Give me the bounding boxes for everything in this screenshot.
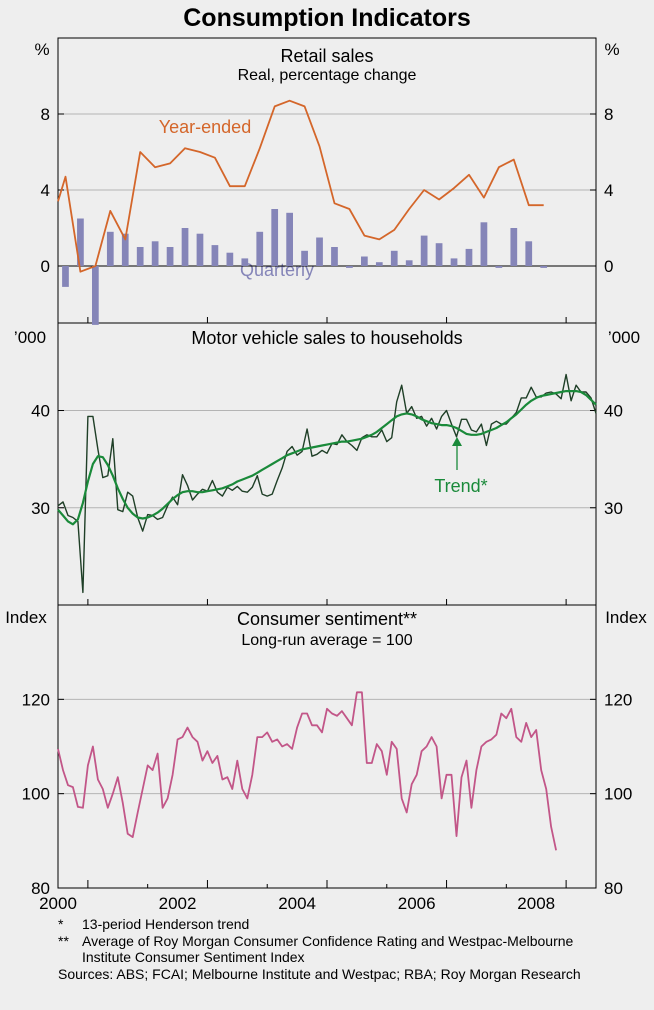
y-tick-label-right: 30 — [604, 499, 623, 518]
quarterly-bar — [346, 266, 353, 268]
retail-unit-right: % — [604, 40, 619, 59]
retail-panel-subtitle: Real, percentage change — [238, 67, 417, 84]
quarterly-bar — [226, 252, 234, 266]
quarterly-bar — [465, 248, 473, 266]
footnote-mark: ** — [58, 932, 69, 949]
sentiment-panel-title: Consumer sentiment** — [237, 609, 417, 629]
motor-unit-right: ’000 — [608, 328, 640, 347]
motor-vehicle-sales-line — [57, 373, 597, 594]
quarterly-bar — [540, 266, 548, 268]
motor-unit-left: ’000 — [14, 328, 46, 347]
quarterly-bar — [211, 245, 219, 266]
quarterly-bar — [420, 235, 428, 266]
quarterly-bar — [495, 266, 503, 268]
quarterly-bar — [121, 233, 129, 266]
sources-text: Sources: ABS; FCAI; Melbourne Institute … — [58, 965, 581, 982]
y-tick-label-left: 4 — [41, 181, 50, 200]
y-tick-label-right: 4 — [604, 181, 613, 200]
y-tick-label-right: 100 — [604, 785, 632, 804]
chart-title: Consumption Indicators — [183, 4, 471, 32]
quarterly-bar — [435, 243, 443, 266]
quarterly-bar — [510, 228, 518, 266]
x-tick-label: 2002 — [159, 894, 197, 913]
quarterly-bar — [286, 212, 294, 266]
quarterly-bar — [91, 266, 99, 325]
consumer-sentiment-panel: Consumer sentiment** Long-run average = … — [5, 608, 647, 898]
footnotes: * 13-period Henderson trend ** Average o… — [58, 916, 618, 982]
y-tick-label-right: 0 — [604, 257, 613, 276]
footnote-trend: * 13-period Henderson trend — [58, 916, 618, 933]
quarterly-bar — [525, 241, 533, 266]
trend-label: Trend* — [434, 476, 487, 496]
quarterly-bar — [480, 222, 488, 266]
quarterly-bar — [77, 218, 84, 266]
y-tick-label-right: 40 — [604, 402, 623, 421]
x-tick-label: 2006 — [398, 894, 436, 913]
quarterly-bar — [136, 247, 144, 266]
quarterly-bar — [390, 250, 398, 266]
footnote-sentiment: ** Average of Roy Morgan Consumer Confid… — [58, 933, 618, 966]
quarterly-bar — [405, 260, 413, 266]
sentiment-unit-right: Index — [605, 608, 647, 627]
y-tick-label-left: 30 — [31, 499, 50, 518]
y-tick-label-right: 80 — [604, 879, 623, 898]
sentiment-panel-subtitle: Long-run average = 100 — [241, 632, 412, 649]
retail-panel-title: Retail sales — [280, 46, 373, 66]
quarterly-bar — [316, 237, 323, 266]
sources: Sources: ABS; FCAI; Melbourne Institute … — [58, 966, 618, 983]
quarterly-bar — [450, 258, 458, 266]
sentiment-unit-left: Index — [5, 608, 47, 627]
footnote-text: Average of Roy Morgan Consumer Confidenc… — [82, 932, 574, 966]
y-tick-label-left: 40 — [31, 402, 50, 421]
year-ended-line — [57, 99, 544, 273]
quarterly-bar — [241, 258, 249, 266]
quarterly-bar — [106, 231, 114, 266]
y-tick-label-left: 80 — [31, 879, 50, 898]
retail-sales-panel: Retail sales Real, percentage change % %… — [34, 40, 620, 325]
x-tick-label: 2008 — [517, 894, 555, 913]
retail-unit-left: % — [34, 40, 49, 59]
footnote-mark: * — [58, 916, 64, 932]
y-tick-label-left: 8 — [41, 105, 50, 124]
quarterly-bar — [196, 233, 204, 266]
quarterly-bar — [151, 241, 159, 266]
year-ended-label: Year-ended — [159, 117, 251, 137]
quarterly-bar — [256, 231, 264, 266]
quarterly-bar — [181, 228, 189, 266]
quarterly-bar — [166, 247, 174, 266]
y-tick-label-left: 120 — [22, 690, 50, 709]
y-tick-label-right: 8 — [604, 105, 613, 124]
x-tick-label: 2000 — [39, 894, 77, 913]
y-tick-label-left: 0 — [41, 257, 50, 276]
trend-line — [57, 390, 597, 526]
quarterly-bar — [375, 262, 383, 266]
quarterly-bar — [62, 266, 69, 287]
x-axis: 2000 2002 2004 2006 2008 — [39, 317, 567, 913]
y-tick-label-right: 120 — [604, 690, 632, 709]
motor-panel-title: Motor vehicle sales to households — [191, 328, 462, 348]
quarterly-bar — [331, 247, 338, 266]
trend-arrow-head — [452, 437, 462, 446]
motor-vehicle-panel: Motor vehicle sales to households ’000 ’… — [14, 328, 640, 594]
quarterly-bar — [301, 250, 308, 266]
consumer-sentiment-line — [57, 691, 557, 851]
quarterly-bar — [271, 209, 279, 266]
y-tick-label-left: 100 — [22, 785, 50, 804]
quarterly-bar — [360, 256, 368, 266]
footnote-text: 13-period Henderson trend — [82, 916, 250, 932]
x-tick-label: 2004 — [278, 894, 316, 913]
